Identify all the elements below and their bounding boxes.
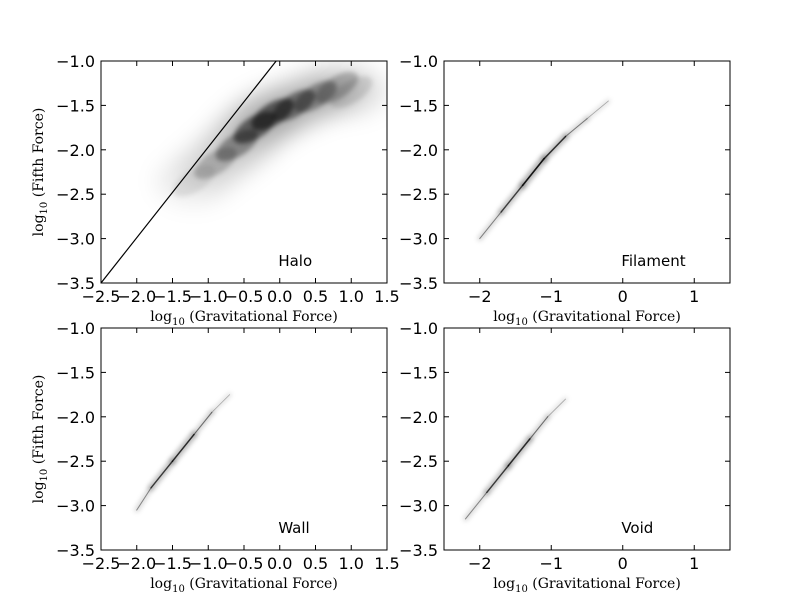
void-panel-label: Void [621,519,653,537]
wall-panel-label: Wall [278,519,309,537]
void-density-cell [529,416,549,440]
void-density-cell [547,398,566,418]
halo-density-cell [330,76,373,108]
void-y-tick-label: −1.0 [399,319,438,338]
wall-density-haze [209,392,232,415]
wall-y-tick-label: −3.5 [56,541,95,560]
wall-y-tick-label: −1.0 [56,319,95,338]
void-x-axis-label: log10 (Gravitational Force) [493,576,681,595]
void-density-cell [486,464,510,493]
wall-x-tick-label: 1.0 [339,554,364,573]
halo-x-tick-label: −1.5 [153,287,192,306]
wall-y-axis-label: log10 (Fifth Force) [31,375,50,504]
wall-x-tick-label: −2.5 [82,554,121,573]
wall-y-tick-label: −1.5 [56,363,95,382]
filament-panel: −2 −1 0 1 −1.0 −1.5 −2.0 −2.5 −3.0 −3.5 Filament lo… [399,52,731,328]
void-y-tick-label: −3.5 [399,541,438,560]
void-density [463,397,568,522]
wall-x-tick-label: 0.0 [267,554,292,573]
void-panel: −2 −1 0 1 −1.0 −1.5 −2.0 −2.5 −3.0 −3.5 Void log10 … [399,319,731,595]
halo-y-tick-label: −3.0 [56,230,95,249]
wall-y-tick-label: −3.0 [56,497,95,516]
filament-x-tick-label: −2 [468,287,492,306]
void-density-cell [507,438,531,467]
wall-density-cell [211,394,231,413]
wall-density-cell [171,433,195,462]
filament-density-cell [521,157,545,187]
halo-density-cell [315,71,359,104]
wall-x-tick-label: −1.5 [153,554,192,573]
filament-x-tick-label: −1 [539,287,563,306]
wall-axes-frame [100,327,388,551]
halo-y-tick-label: −2.0 [56,141,95,160]
filament-density-cell [543,135,567,160]
halo-x-tick-label: 1.5 [374,287,399,306]
filament-density-haze [585,99,611,121]
halo-x-tick-label: 1.0 [339,287,364,306]
halo-panel-label: Halo [278,252,312,270]
halo-x-tick-label: −1.0 [189,287,228,306]
void-x-tick-label: −1 [539,554,563,573]
halo-y-tick-label: −2.5 [56,185,95,204]
halo-x-tick-label: −0.5 [225,287,264,306]
void-x-tick-label: −2 [468,554,492,573]
filament-x-axis-label: log10 (Gravitational Force) [493,309,681,328]
wall-density-cell [136,487,152,511]
wall-y-tick-label: −2.0 [56,408,95,427]
filament-axes-frame [443,60,731,284]
halo-y-tick-label: −3.5 [56,274,95,293]
halo-x-tick-label: −2.0 [117,287,156,306]
filament-density-cell [586,100,609,120]
void-x-tick-label: 0 [618,554,628,573]
wall-y-tick-label: −2.5 [56,452,95,471]
filament-panel-label: Filament [621,252,685,270]
wall-density-haze [134,485,154,513]
void-axes-frame [443,327,731,551]
void-y-tick-label: −2.5 [399,452,438,471]
halo-x-tick-label: 0.0 [267,287,292,306]
halo-reference-line [101,61,277,283]
filament-density-cell [500,184,524,213]
filament-density-haze [563,116,590,139]
filament-y-tick-label: −2.0 [399,141,438,160]
halo-x-axis-label: log10 (Gravitational Force) [150,309,338,328]
filament-y-tick-label: −2.5 [399,185,438,204]
halo-y-axis-label: log10 (Fifth Force) [31,108,50,237]
void-x-tick-label: 1 [689,554,699,573]
halo-y-tick-label: −1.5 [56,96,95,115]
wall-x-tick-label: −0.5 [225,554,264,573]
void-y-tick-label: −1.5 [399,363,438,382]
wall-x-tick-label: −1.0 [189,554,228,573]
halo-density [155,63,387,205]
void-density-haze [463,489,490,522]
wall-x-tick-label: −2.0 [117,554,156,573]
filament-density [477,99,611,242]
halo-panel: −2.5−2.0−1.5−1.0−0.5 0.0 0.5 1.0 1.5−1.0−1.5… [31,52,400,328]
filament-density-haze [477,209,504,242]
filament-x-tick-label: 1 [689,287,699,306]
filament-y-tick-label: −1.0 [399,52,438,71]
wall-panel: −2.5−2.0−1.5−1.0−0.5 0.0 0.5 1.0 1.5−1.0−1.5… [31,319,400,595]
halo-x-tick-label: 0.5 [303,287,328,306]
wall-density-cell [193,411,213,436]
halo-y-tick-label: −1.0 [56,52,95,71]
wall-x-tick-label: 0.5 [303,554,328,573]
filament-x-tick-label: 0 [618,287,628,306]
void-density-cell [464,491,488,520]
void-y-tick-label: −3.0 [399,497,438,516]
wall-density [134,392,232,513]
filament-y-tick-label: −3.0 [399,230,438,249]
void-density-haze [545,397,568,419]
void-y-tick-label: −2.0 [399,408,438,427]
filament-density-cell [479,211,502,240]
wall-density-cell [150,460,174,489]
wall-x-axis-label: log10 (Gravitational Force) [150,576,338,595]
filament-y-tick-label: −1.5 [399,96,438,115]
filament-density-cell [565,118,588,137]
halo-x-tick-label: −2.5 [82,287,121,306]
filament-y-tick-label: −3.5 [399,274,438,293]
wall-x-tick-label: 1.5 [374,554,399,573]
